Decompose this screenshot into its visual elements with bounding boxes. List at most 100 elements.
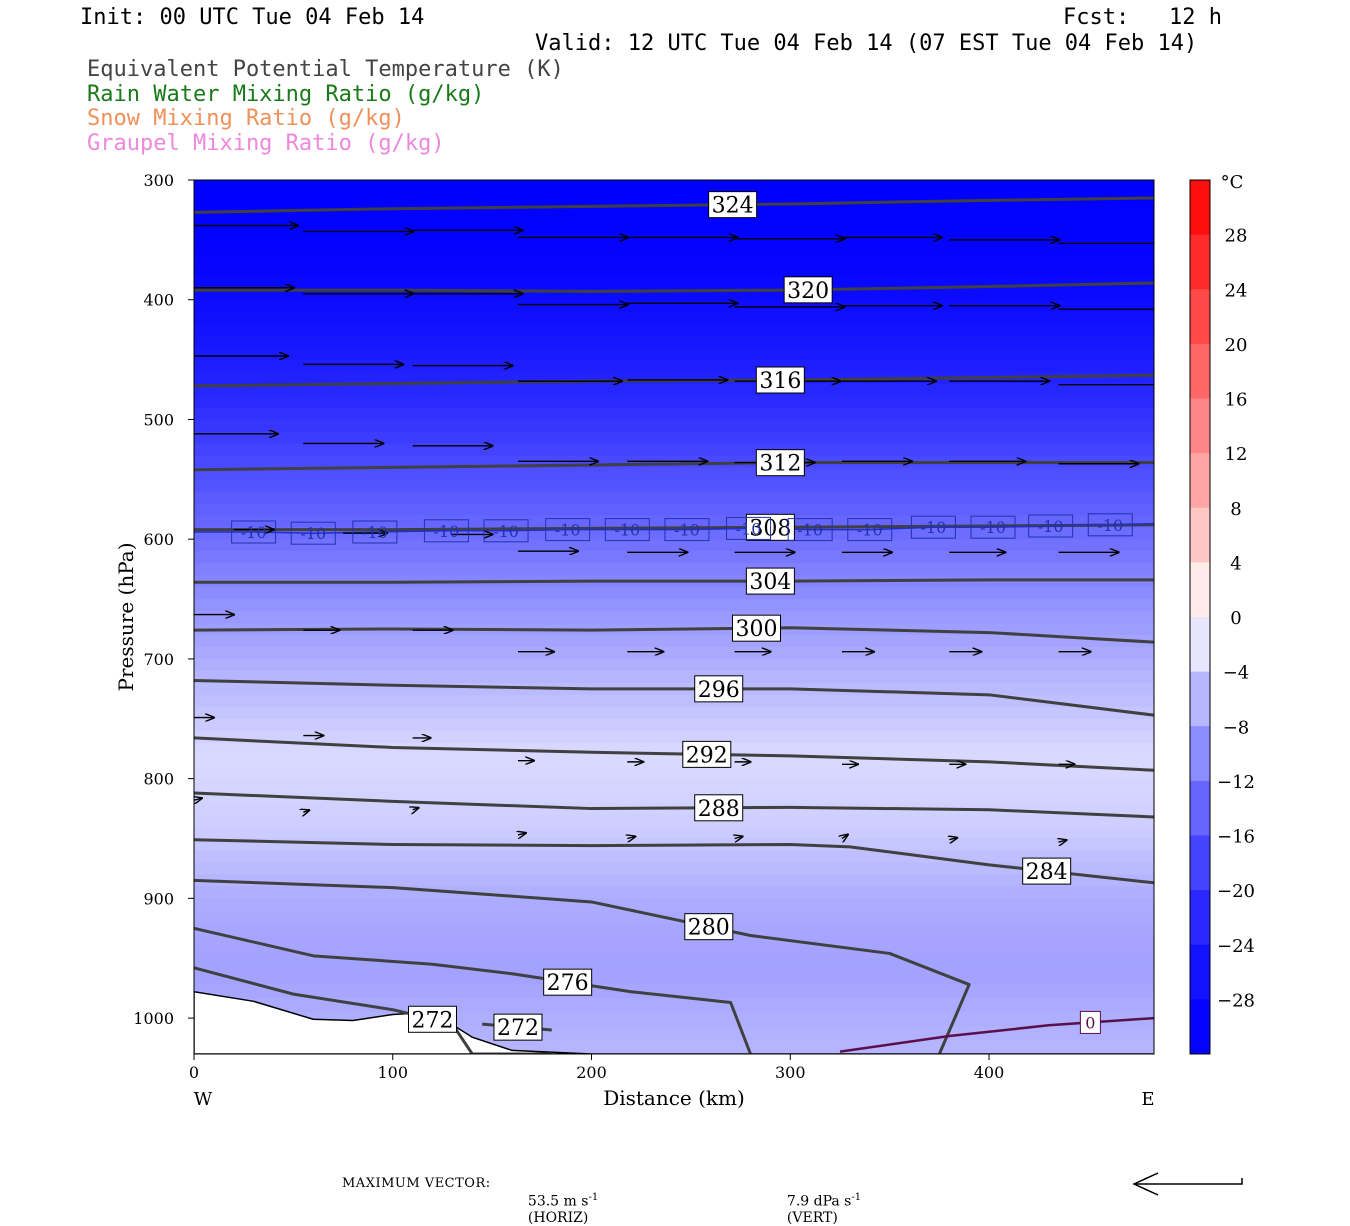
isotherm-label-box <box>545 518 591 542</box>
valid-time: Valid: 12 UTC Tue 04 Feb 14 (07 EST Tue … <box>535 31 1198 56</box>
isotherm-label-box <box>352 520 398 544</box>
temperature-band <box>194 227 1154 241</box>
temperature-band <box>194 299 1154 313</box>
colorbar-segment <box>1190 999 1210 1055</box>
isotherm-label: -10 <box>231 520 277 544</box>
isotherm-label-text: -10 <box>241 523 267 542</box>
isotherm-label-text: -10 <box>300 524 326 543</box>
y-tick-label: 500 <box>143 410 174 429</box>
wind-vector <box>413 808 419 810</box>
isotherm-label-text: -10 <box>614 521 640 540</box>
isotherm-minus10 <box>194 522 1154 534</box>
temperature-band <box>194 910 1154 923</box>
theta-e-label: 284 <box>1022 857 1072 885</box>
label-box <box>745 567 795 595</box>
temperature-band <box>194 347 1154 361</box>
isotherm-label-box <box>1087 513 1133 537</box>
temperature-band <box>194 239 1154 253</box>
temperature-band <box>194 503 1154 516</box>
theta-e-label: 316 <box>755 366 805 394</box>
temperature-band <box>194 718 1154 732</box>
isotherm-label: -10 <box>1087 513 1133 537</box>
colorbar-segment <box>1190 289 1210 345</box>
horiz-tag: (HORIZ) <box>527 1209 589 1226</box>
colorbar-segment <box>1190 180 1210 236</box>
isotherm-label-box <box>1028 514 1074 538</box>
zero-isotherm-label: 0 <box>1079 1010 1101 1034</box>
isotherm-label-text: -10 <box>797 521 823 540</box>
max-horiz-value: 53.5 m s-1 (HORIZ) <box>519 1176 598 1226</box>
zero-label-text: 0 <box>1085 1013 1095 1032</box>
theta-e-label-text: 284 <box>1026 860 1068 885</box>
isotherm-label-box <box>787 518 833 542</box>
isotherm-label: -10 <box>423 519 469 543</box>
x-tick-label: 200 <box>576 1063 607 1082</box>
temperature-band <box>194 180 1154 193</box>
theta-e-label: 296 <box>694 675 744 703</box>
temperature-band <box>194 563 1154 576</box>
label-box <box>783 276 833 304</box>
wind-vector <box>194 798 202 800</box>
colorbar-tick-label: 4 <box>1230 553 1241 574</box>
temperature-band <box>194 874 1154 887</box>
colorbar-tick-label: 16 <box>1225 390 1248 411</box>
vert-value: 7.9 dPa s <box>786 1193 852 1210</box>
temperature-band <box>194 646 1154 660</box>
isotherm-label-box <box>483 519 529 543</box>
label-box <box>682 740 732 768</box>
label-box <box>684 913 734 941</box>
colorbar-tick-label: 0 <box>1230 608 1241 629</box>
colorbar-segment <box>1190 234 1210 290</box>
y-tick-label: 1000 <box>133 1009 174 1028</box>
theta-e-contour <box>194 926 752 1054</box>
isotherm-label: -10 <box>910 515 956 539</box>
label-box <box>1022 857 1072 885</box>
label-box <box>755 449 805 477</box>
label-box <box>755 366 805 394</box>
temperature-band <box>194 898 1154 911</box>
temperature-band <box>194 946 1154 959</box>
colorbar-segment <box>1190 944 1210 1000</box>
temperature-band <box>194 766 1154 780</box>
max-vector-label: MAXIMUM VECTOR: <box>342 1176 491 1191</box>
isotherm-label: -10 <box>604 518 650 542</box>
isotherm-label-box <box>910 515 956 539</box>
colorbar-segment <box>1190 562 1210 618</box>
isotherm-label-text: -10 <box>980 518 1006 537</box>
isotherm-label-text: -10 <box>736 519 762 538</box>
theta-e-label: 324 <box>708 191 758 219</box>
wind-vector <box>303 810 309 812</box>
theta-e-label-text: 276 <box>547 971 589 996</box>
theta-e-contour <box>194 626 1154 644</box>
wind-vector <box>842 834 848 838</box>
colorbar-tick-label: 8 <box>1230 499 1241 520</box>
colorbar-tick-label: 24 <box>1225 280 1248 301</box>
colorbar-tick-label: −12 <box>1217 772 1255 793</box>
forecast-label: Fcst: <box>1063 5 1130 30</box>
colorbar-segment <box>1190 617 1210 673</box>
x-end-right: E <box>1141 1089 1154 1110</box>
isotherm-label: -10 <box>352 520 398 544</box>
temperature-band <box>194 479 1154 492</box>
temperature-band <box>194 611 1154 624</box>
init-time: Init: 00 UTC Tue 04 Feb 14 <box>80 5 425 30</box>
theta-e-label: 272 <box>493 1013 543 1041</box>
forecast-hour: 12 h <box>1169 5 1222 30</box>
temperature-band <box>194 419 1154 433</box>
temperature-band <box>194 790 1154 804</box>
isotherm-label-text: -10 <box>1097 516 1123 535</box>
y-tick-label: 300 <box>143 171 174 190</box>
colorbar-tick-label: −20 <box>1217 881 1255 902</box>
temperature-band <box>194 934 1154 947</box>
temperature-band <box>194 730 1154 744</box>
temperature-band <box>194 706 1154 720</box>
colorbar-tick-label: 28 <box>1225 226 1248 247</box>
legend-snow: Snow Mixing Ratio (g/kg) <box>87 106 405 131</box>
isotherm-label: -10 <box>787 518 833 542</box>
temperature-band <box>194 467 1154 480</box>
isotherm-label-text: -10 <box>1038 517 1064 536</box>
theta-e-label-text: 304 <box>749 570 791 595</box>
colorbar-tick-label: 12 <box>1225 444 1248 465</box>
colorbar-segment <box>1190 780 1210 836</box>
temperature-band <box>194 263 1154 277</box>
